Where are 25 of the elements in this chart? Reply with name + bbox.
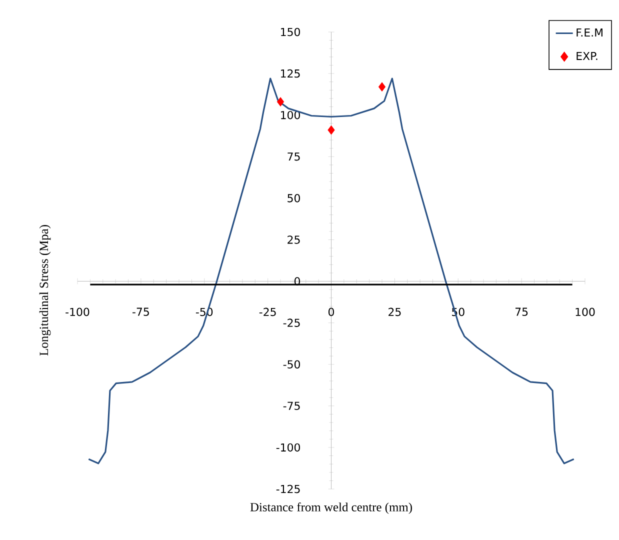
x-tick-label: -100 (66, 308, 90, 316)
y-tick-label: -125 (276, 484, 300, 494)
y-tick-label: -75 (283, 402, 300, 410)
legend-label: F.E.M (576, 28, 602, 36)
y-tick-label: 150 (281, 28, 300, 36)
line-series (88, 78, 575, 464)
y-tick-label: 125 (281, 69, 300, 78)
x-tick-label: 25 (388, 308, 401, 316)
y-axis-title: Longitudinal Stress (Mpa) (39, 225, 51, 356)
point (328, 125, 335, 135)
y-tick-label: 25 (288, 236, 300, 244)
y-tick-label: -100 (276, 443, 300, 452)
y-tick-label: 75 (288, 152, 300, 161)
x-tick-label: 75 (516, 308, 528, 316)
y-tick-label: -25 (283, 318, 300, 327)
x-tick-label: 0 (328, 308, 334, 316)
point (276, 97, 284, 106)
x-tick-label: -25 (259, 308, 276, 316)
y-tick-label: 50 (288, 194, 300, 202)
x-axis-title: Distance from weld centre (mm) (250, 502, 412, 514)
legend-label: EXP. (576, 52, 598, 60)
point (378, 82, 386, 92)
x-tick-label: -75 (132, 308, 149, 316)
y-tick-label: -50 (283, 360, 300, 369)
x-tick-label: 100 (576, 308, 595, 316)
